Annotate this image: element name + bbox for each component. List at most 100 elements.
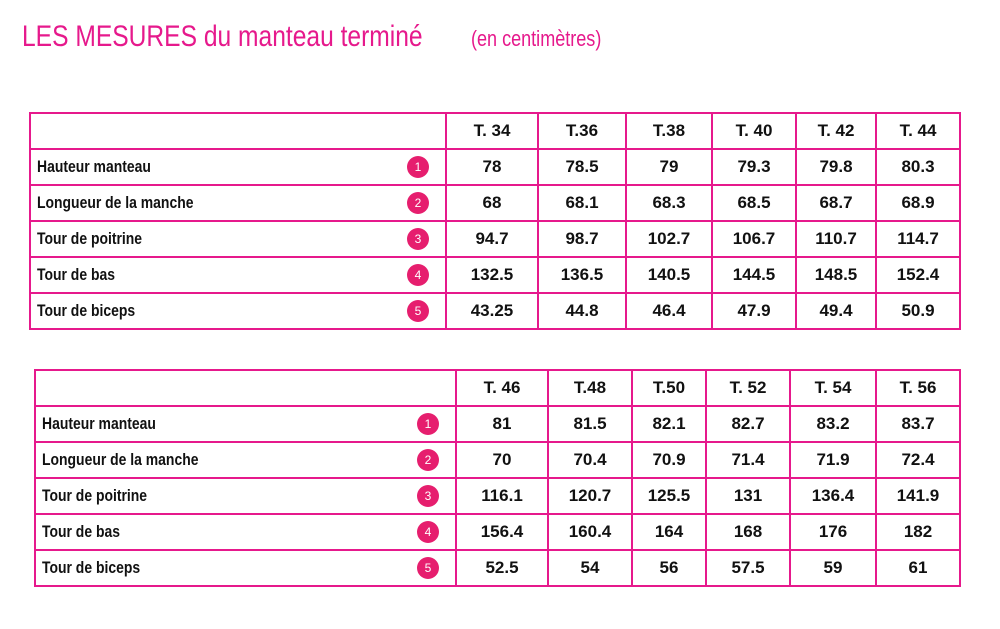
table-cell: 79 [625, 148, 713, 186]
table-cell: 79.3 [711, 148, 797, 186]
table-cell: 68.9 [875, 184, 961, 222]
number-badge: 5 [407, 300, 429, 322]
size-header: T. 44 [875, 112, 961, 150]
number-badge: 1 [417, 413, 439, 435]
title-main: LES MESURES du manteau terminé [22, 20, 423, 53]
table-cell: 94.7 [445, 220, 539, 258]
table-cell: 82.1 [631, 405, 707, 443]
table-row: Tour de poitrine 3 94.7 98.7 102.7 106.7 … [29, 220, 961, 258]
row-label-text: Tour de biceps [42, 558, 141, 577]
table-cell: 80.3 [875, 148, 961, 186]
size-header: T. 42 [795, 112, 877, 150]
number-badge: 1 [407, 156, 429, 178]
measurements-table-2: T. 46 T.48 T.50 T. 52 T. 54 T. 56 Hauteu… [34, 369, 961, 587]
table-cell: 110.7 [795, 220, 877, 258]
corner-cell [34, 369, 457, 407]
table-row: Tour de bas 4 156.4 160.4 164 168 176 182 [34, 513, 961, 551]
table-cell: 116.1 [455, 477, 549, 515]
row-label: Longueur de la manche 2 [29, 184, 447, 222]
table-cell: 47.9 [711, 292, 797, 330]
row-label: Tour de biceps 5 [34, 549, 457, 587]
row-label-text: Tour de biceps [37, 301, 136, 320]
table-cell: 120.7 [547, 477, 633, 515]
row-label-text: Tour de bas [37, 265, 115, 284]
table-row: Tour de biceps 5 43.25 44.8 46.4 47.9 49.… [29, 292, 961, 330]
row-label: Hauteur manteau 1 [34, 405, 457, 443]
table-cell: 43.25 [445, 292, 539, 330]
table-cell: 176 [789, 513, 877, 551]
table-cell: 125.5 [631, 477, 707, 515]
size-header: T. 54 [789, 369, 877, 407]
table-cell: 136.4 [789, 477, 877, 515]
table-cell: 160.4 [547, 513, 633, 551]
measurements-table-1: T. 34 T.36 T.38 T. 40 T. 42 T. 44 Hauteu… [29, 112, 961, 330]
size-header: T. 46 [455, 369, 549, 407]
table-cell: 50.9 [875, 292, 961, 330]
row-label-text: Tour de bas [42, 522, 120, 541]
table-cell: 140.5 [625, 256, 713, 294]
corner-cell [29, 112, 447, 150]
table-cell: 81 [455, 405, 549, 443]
table-cell: 68.5 [711, 184, 797, 222]
table-cell: 57.5 [705, 549, 791, 587]
size-header: T. 52 [705, 369, 791, 407]
size-header: T.50 [631, 369, 707, 407]
row-label: Tour de poitrine 3 [29, 220, 447, 258]
table-cell: 164 [631, 513, 707, 551]
table-cell: 52.5 [455, 549, 549, 587]
table-cell: 70.4 [547, 441, 633, 479]
size-header: T.36 [537, 112, 627, 150]
number-badge: 5 [417, 557, 439, 579]
table-cell: 136.5 [537, 256, 627, 294]
table-cell: 71.9 [789, 441, 877, 479]
table-cell: 98.7 [537, 220, 627, 258]
number-badge: 2 [407, 192, 429, 214]
table-cell: 79.8 [795, 148, 877, 186]
number-badge: 3 [407, 228, 429, 250]
table-cell: 114.7 [875, 220, 961, 258]
row-label-text: Tour de poitrine [42, 486, 148, 505]
table-cell: 68.3 [625, 184, 713, 222]
table-cell: 78.5 [537, 148, 627, 186]
row-label: Tour de poitrine 3 [34, 477, 457, 515]
row-label: Tour de biceps 5 [29, 292, 447, 330]
size-header: T. 56 [875, 369, 961, 407]
table-cell: 81.5 [547, 405, 633, 443]
number-badge: 3 [417, 485, 439, 507]
table-row: Longueur de la manche 2 70 70.4 70.9 71.4… [34, 441, 961, 479]
table-cell: 78 [445, 148, 539, 186]
table-row: Tour de bas 4 132.5 136.5 140.5 144.5 148… [29, 256, 961, 294]
table-cell: 49.4 [795, 292, 877, 330]
title-unit: (en centimètres) [471, 26, 602, 51]
table-cell: 72.4 [875, 441, 961, 479]
table-cell: 132.5 [445, 256, 539, 294]
size-header: T.48 [547, 369, 633, 407]
size-header: T.38 [625, 112, 713, 150]
table-cell: 144.5 [711, 256, 797, 294]
table-cell: 106.7 [711, 220, 797, 258]
table-header-row: T. 34 T.36 T.38 T. 40 T. 42 T. 44 [29, 112, 961, 150]
table-cell: 68 [445, 184, 539, 222]
table-cell: 61 [875, 549, 961, 587]
size-header: T. 34 [445, 112, 539, 150]
row-label-text: Hauteur manteau [37, 157, 151, 176]
table-row: Tour de biceps 5 52.5 54 56 57.5 59 61 [34, 549, 961, 587]
table-row: Tour de poitrine 3 116.1 120.7 125.5 131 … [34, 477, 961, 515]
table-cell: 71.4 [705, 441, 791, 479]
page-title: LES MESURES du manteau terminé (en centi… [22, 22, 630, 52]
row-label-text: Longueur de la manche [37, 193, 194, 212]
table-cell: 131 [705, 477, 791, 515]
table-cell: 102.7 [625, 220, 713, 258]
table-row: Hauteur manteau 1 81 81.5 82.1 82.7 83.2 … [34, 405, 961, 443]
table-row: Longueur de la manche 2 68 68.1 68.3 68.5… [29, 184, 961, 222]
table-row: Hauteur manteau 1 78 78.5 79 79.3 79.8 80… [29, 148, 961, 186]
number-badge: 2 [417, 449, 439, 471]
number-badge: 4 [407, 264, 429, 286]
table-header-row: T. 46 T.48 T.50 T. 52 T. 54 T. 56 [34, 369, 961, 407]
table-cell: 56 [631, 549, 707, 587]
table-cell: 83.7 [875, 405, 961, 443]
table-cell: 182 [875, 513, 961, 551]
number-badge: 4 [417, 521, 439, 543]
table-cell: 141.9 [875, 477, 961, 515]
table-cell: 83.2 [789, 405, 877, 443]
